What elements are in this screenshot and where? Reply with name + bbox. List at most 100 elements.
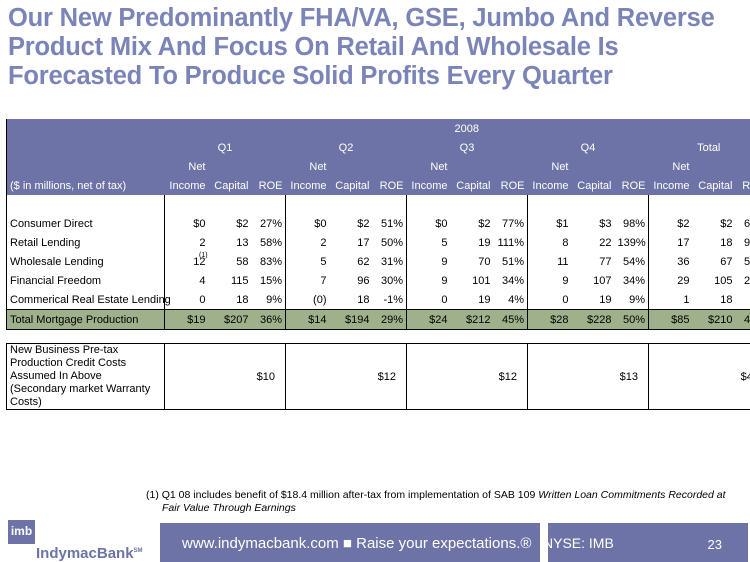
cell: 9% — [266, 293, 282, 306]
cell: 36% — [251, 309, 286, 330]
col-header-capital: Capital — [571, 176, 615, 195]
credit-costs-q1: $10 — [164, 343, 286, 410]
cell: 7 — [285, 271, 330, 290]
quarter-header-total: Total — [648, 138, 750, 157]
cell: 27% — [259, 217, 282, 230]
cell: $207 — [208, 309, 252, 330]
col-header-income: Income — [648, 176, 693, 195]
brand-tm: SM — [133, 548, 143, 554]
cell: 58% — [259, 236, 282, 249]
footnote-italic-1: Written Loan Commitments Recorded at — [538, 489, 726, 501]
cell: $2 — [720, 217, 733, 230]
cell: 98% — [622, 217, 645, 230]
cell: 29% — [372, 309, 407, 330]
cell: $212 — [450, 309, 494, 330]
row-label: Commerical Real Estate Lending — [6, 290, 171, 310]
col-header-capital: Capital — [329, 176, 373, 195]
brand-logo: imb IndymacBankSM — [0, 519, 160, 562]
cell: $2 — [478, 217, 491, 230]
cell: 83% — [259, 255, 282, 268]
cell: 9 — [406, 252, 451, 271]
cell: 9 — [527, 271, 572, 290]
cell: 15% — [259, 274, 282, 287]
cell: 62 — [357, 255, 370, 268]
units-label: ($ in millions, net of tax) — [6, 176, 165, 195]
cell: 50% — [380, 236, 403, 249]
cell: 54% — [622, 255, 645, 268]
footer-url: www.indymacbank.com ■ Raise your expecta… — [182, 535, 532, 552]
cell: 70 — [478, 255, 491, 268]
table-row: Retail Lending 2 13 58% 2 17 50% 5 19 11… — [6, 233, 750, 252]
cell: 40% — [735, 309, 750, 330]
credit-costs-label: New Business Pre-tax Production Credit C… — [6, 343, 165, 410]
cell: 96 — [357, 274, 370, 287]
cell: 0 — [164, 290, 209, 310]
quarter-header-q1: Q1 — [164, 138, 286, 157]
ticker: NYSE: IMB — [543, 535, 614, 551]
col-header-capital: Capital — [692, 176, 736, 195]
brand-name-text: IndymacBank — [36, 545, 134, 562]
col-header-roe: ROE — [493, 176, 528, 195]
cell: 77% — [501, 217, 524, 230]
credit-costs-q4: $13 — [527, 343, 649, 410]
cell: $85 — [648, 309, 693, 330]
cell: 19 — [478, 236, 491, 249]
table-row: Commerical Real Estate Lending 0 18 9% (… — [6, 290, 750, 310]
quarter-header-q4: Q4 — [527, 138, 649, 157]
cell: 50% — [614, 309, 649, 330]
title-line-3: Forecasted To Produce Solid Profits Ever… — [8, 62, 613, 90]
col-header-capital: Capital — [208, 176, 252, 195]
credit-costs-q2: $12 — [285, 343, 407, 410]
row-label: Financial Freedom — [6, 271, 165, 290]
cell: -1% — [383, 293, 403, 306]
cell: 51% — [501, 255, 524, 268]
cell: $0 — [406, 214, 451, 233]
cell: 18 — [236, 293, 249, 306]
sub-header-net: Net — [406, 157, 451, 176]
cell: 22 — [599, 236, 612, 249]
cell: 9% — [629, 293, 645, 306]
credit-costs-total: $47 — [648, 343, 750, 410]
cell: $0 — [285, 214, 330, 233]
cell: 0 — [527, 290, 572, 310]
cell: 17 — [357, 236, 370, 249]
cell: $28 — [527, 309, 572, 330]
col-header-roe: ROE — [735, 176, 750, 195]
cell: 8 — [527, 233, 572, 252]
cell: 51% — [380, 217, 403, 230]
cell: 13 — [236, 236, 249, 249]
cell: 4 — [164, 271, 209, 290]
row-label: Wholesale Lending — [6, 252, 165, 271]
cell: 34% — [622, 274, 645, 287]
cell: $2 — [236, 217, 249, 230]
cell: 68% — [735, 214, 750, 233]
cell: 2 — [164, 233, 209, 252]
cell: 111% — [497, 236, 524, 249]
title-line-2: Product Mix And Focus On Retail And Whol… — [8, 33, 619, 61]
sub-header-net: Net — [285, 157, 330, 176]
cell: $3 — [599, 217, 612, 230]
footnote-marker: (1) — [199, 252, 208, 259]
cell: 18 — [357, 293, 370, 306]
total-row: Total Mortgage Production $19 $207 36% $… — [6, 309, 750, 330]
brand-name: IndymacBankSM — [36, 545, 143, 562]
cell: 58 — [236, 255, 249, 268]
cell: 5 — [285, 252, 330, 271]
cell: 28% — [735, 271, 750, 290]
imb-logo-icon: imb — [8, 520, 35, 544]
cell: $194 — [329, 309, 373, 330]
sub-header-net: Net — [648, 157, 693, 176]
cell: 29 — [648, 271, 693, 290]
footnote-italic-2: Fair Value Through Earnings — [162, 502, 296, 514]
title-line-1: Our New Predominantly FHA/VA, GSE, Jumbo… — [8, 4, 715, 32]
cell: 36 — [648, 252, 693, 271]
table-row: Wholesale Lending 12 58 83% 5 62 31% 9 7… — [6, 252, 750, 271]
cell: 9 — [406, 271, 451, 290]
cell: 5 — [406, 233, 451, 252]
cell: $2 — [648, 214, 693, 233]
col-header-income: Income — [406, 176, 451, 195]
cell: 34% — [501, 274, 524, 287]
cell: 5% — [735, 290, 750, 310]
cell: 67 — [720, 255, 733, 268]
cell: 12 — [164, 252, 209, 271]
